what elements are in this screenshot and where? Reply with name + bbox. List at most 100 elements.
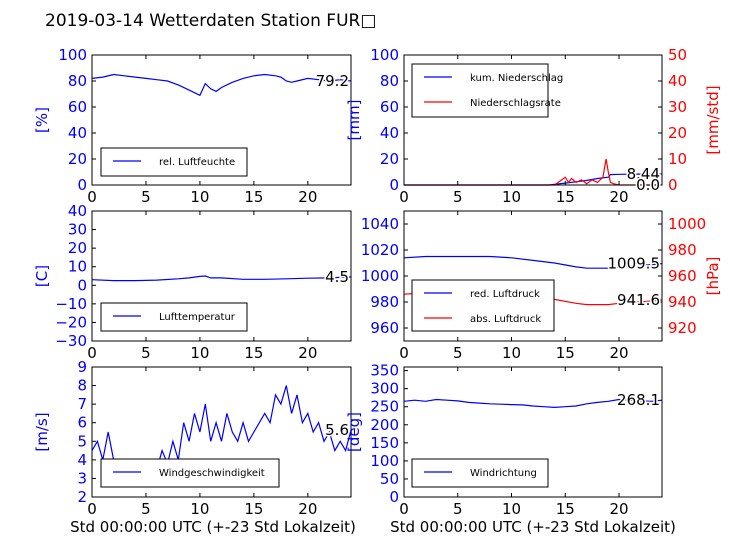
- x-tick-label: 5: [453, 344, 463, 362]
- y-tick-label: 1020: [361, 241, 399, 259]
- y-tick-label-right: 980: [668, 241, 697, 259]
- last-value-label: 79.2: [316, 72, 349, 90]
- y-tick-label-right: 40: [668, 72, 687, 90]
- x-tick-label: 10: [502, 344, 521, 362]
- x-tick-label: 5: [141, 500, 151, 518]
- x-tick-label: 10: [190, 500, 209, 518]
- last-value-label-right: 0.0: [636, 176, 660, 194]
- x-tick-label: 10: [502, 188, 521, 206]
- x-tick-label: 20: [298, 188, 317, 206]
- series-line-4-1: [403, 255, 663, 269]
- x-tick-label: 0: [87, 500, 97, 518]
- x-tick-label: 0: [399, 344, 409, 362]
- plot-frame-1: [91, 54, 352, 186]
- y-tick-label: 100: [370, 452, 399, 470]
- x-tick-label: 15: [244, 188, 263, 206]
- legend-label: red. Luftdruck: [470, 289, 540, 300]
- y-tick-label: 200: [370, 416, 399, 434]
- series-line-6-1: [403, 398, 663, 409]
- x-tick-label: 10: [190, 344, 209, 362]
- y-tick-label-right: 960: [668, 267, 697, 285]
- y-tick-label-right: 0: [668, 176, 678, 194]
- plot-frame-2: [403, 54, 663, 186]
- y-tick-label: 0: [389, 488, 399, 506]
- y-tick-label: 300: [370, 380, 399, 398]
- last-value-label: 8.44: [627, 165, 660, 183]
- y-tick-label: 100: [370, 46, 399, 64]
- y-tick-label: 60: [68, 98, 87, 116]
- y-axis-label-right: [hPa]: [704, 257, 722, 296]
- legend-label: kum. Niederschlag: [470, 73, 563, 84]
- legend-label: Windgeschwindigkeit: [159, 468, 265, 479]
- y-axis-label: [deg]: [345, 412, 363, 452]
- y-tick-label: 20: [68, 150, 87, 168]
- x-tick-label: 5: [453, 500, 463, 518]
- y-tick-label: 50: [380, 470, 399, 488]
- x-tick-label: 0: [87, 188, 97, 206]
- legend-box: [411, 63, 549, 118]
- y-tick-label: 1000: [361, 267, 399, 285]
- x-tick-label: 20: [609, 344, 628, 362]
- x-tick-label: 15: [556, 188, 575, 206]
- x-axis-label-right: Std 00:00:00 UTC (+-23 Std Lokalzeit): [390, 518, 676, 536]
- last-value-label: 4.5: [325, 268, 349, 286]
- legend-label: abs. Luftdruck: [470, 314, 541, 325]
- y-axis-label: [m/s]: [33, 412, 51, 451]
- x-tick-label: 0: [399, 188, 409, 206]
- y-tick-label: 10: [68, 258, 87, 276]
- legend-box: [100, 147, 248, 177]
- x-tick-label: 5: [141, 188, 151, 206]
- legend-label: rel. Luftfeuchte: [159, 157, 235, 168]
- y-tick-label: 60: [380, 98, 399, 116]
- y-tick-label: 9: [77, 358, 87, 376]
- x-tick-label: 0: [399, 500, 409, 518]
- y-tick-label-right: 920: [668, 319, 697, 337]
- last-value-label: 268.1: [617, 391, 660, 409]
- legend-box: [411, 279, 555, 332]
- x-axis-label-left: Std 00:00:00 UTC (+-23 Std Lokalzeit): [70, 518, 356, 536]
- plot-frame-6: [403, 366, 663, 498]
- legend-label: Niederschlagsrate: [470, 98, 561, 109]
- y-tick-label: 100: [58, 46, 87, 64]
- x-tick-label: 15: [556, 500, 575, 518]
- y-tick-label: 80: [380, 72, 399, 90]
- y-tick-label: 350: [370, 362, 399, 380]
- y-tick-label-right: 30: [668, 98, 687, 116]
- x-tick-label: 10: [502, 500, 521, 518]
- series-line-3-1: [91, 275, 352, 282]
- y-tick-label: −20: [55, 313, 87, 331]
- x-tick-label: 5: [453, 188, 463, 206]
- y-tick-label: 0: [77, 176, 87, 194]
- y-tick-label: 1040: [361, 215, 399, 233]
- plot-frame-3: [91, 210, 352, 342]
- y-tick-label: 0: [389, 176, 399, 194]
- y-tick-label: 980: [370, 293, 399, 311]
- y-tick-label: 4: [77, 451, 87, 469]
- y-tick-label: 30: [68, 221, 87, 239]
- x-tick-label: 15: [244, 500, 263, 518]
- y-tick-label-right: 50: [668, 46, 687, 64]
- y-tick-label: 40: [68, 202, 87, 220]
- y-tick-label: −10: [55, 295, 87, 313]
- y-tick-label: 40: [68, 124, 87, 142]
- y-tick-label: −30: [55, 332, 87, 350]
- y-tick-label: 150: [370, 434, 399, 452]
- y-axis-label: [C]: [33, 265, 51, 287]
- y-tick-label-right: 940: [668, 293, 697, 311]
- y-axis-label-right: [mm/std]: [704, 85, 722, 154]
- y-tick-label: 6: [77, 414, 87, 432]
- y-axis-label: [%]: [33, 107, 51, 133]
- y-tick-label-right: 10: [668, 150, 687, 168]
- y-tick-label: 960: [370, 319, 399, 337]
- y-tick-label-right: 20: [668, 124, 687, 142]
- last-value-label: 1009.5: [608, 255, 661, 273]
- plot-frame-5: [91, 366, 352, 498]
- x-tick-label: 20: [298, 500, 317, 518]
- legend-box: [411, 458, 549, 488]
- x-tick-label: 0: [87, 344, 97, 362]
- x-tick-label: 5: [141, 344, 151, 362]
- y-tick-label: 40: [380, 124, 399, 142]
- x-tick-label: 20: [298, 344, 317, 362]
- last-value-label-right: 941.6: [617, 291, 660, 309]
